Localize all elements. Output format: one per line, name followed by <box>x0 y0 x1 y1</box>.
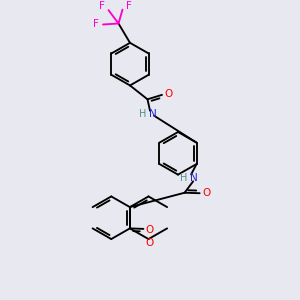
Text: N: N <box>190 173 198 183</box>
Text: O: O <box>164 89 172 99</box>
Text: O: O <box>146 225 154 235</box>
Text: F: F <box>93 19 99 29</box>
Text: H: H <box>139 109 146 119</box>
Text: O: O <box>145 238 153 248</box>
Text: H: H <box>180 173 187 183</box>
Text: F: F <box>99 1 105 11</box>
Text: O: O <box>202 188 210 198</box>
Text: N: N <box>149 109 157 119</box>
Text: F: F <box>126 1 131 11</box>
